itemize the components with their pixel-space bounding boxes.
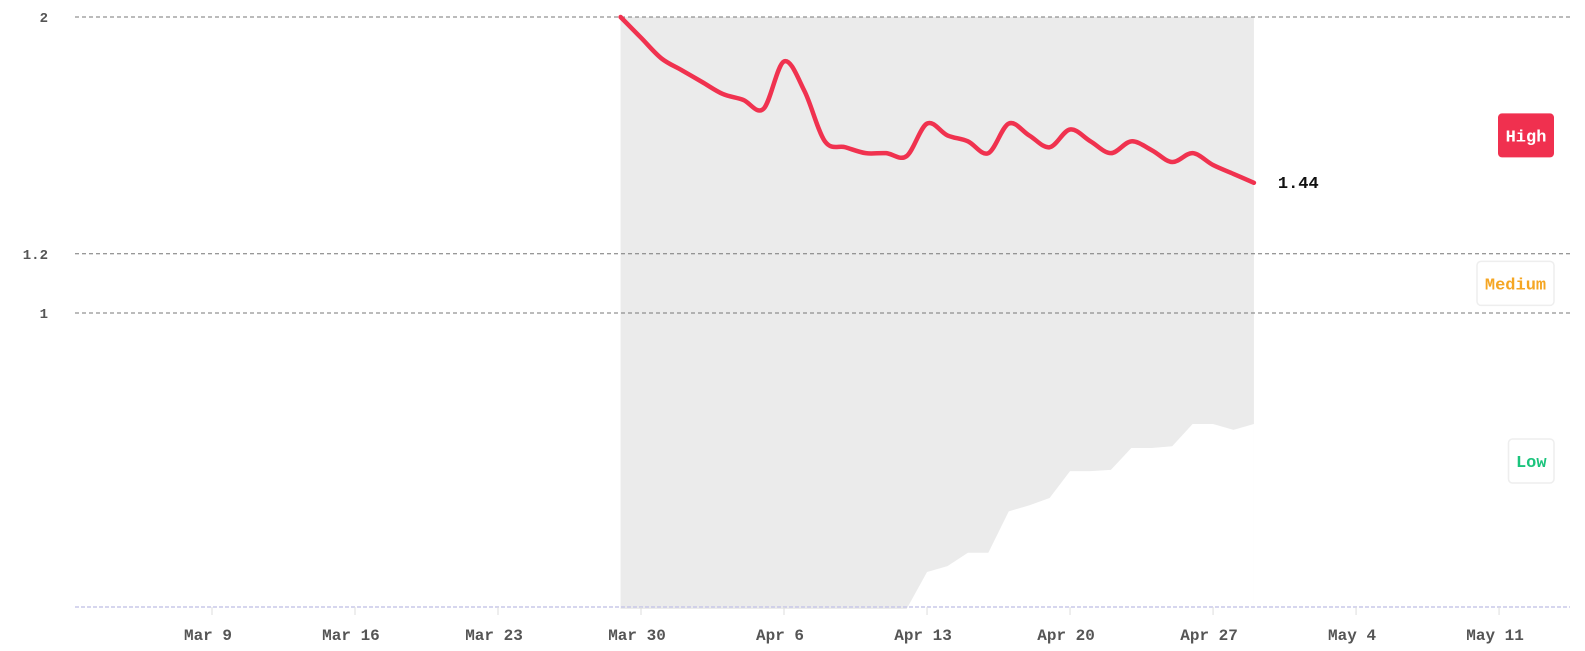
zone-badge: Low (1507, 438, 1555, 484)
zone-badge-bg (1476, 260, 1555, 307)
y-tick-label: 2 (40, 11, 48, 27)
zone-badge: Medium (1476, 260, 1555, 307)
x-tick-label: Apr 13 (894, 627, 952, 645)
line (618, 14, 1257, 186)
x-tick-label: Mar 23 (465, 627, 523, 645)
zone-badge-bg (1507, 438, 1555, 484)
zone-label: Medium (1485, 276, 1546, 295)
x-tick-label: Apr 20 (1037, 627, 1095, 645)
x-tick-label: Mar 16 (322, 627, 380, 645)
zone-badge-bg (1498, 113, 1554, 158)
zone-label: High (1506, 128, 1547, 147)
y-tick-label: 1 (40, 307, 48, 323)
x-tick-label: Apr 6 (756, 627, 804, 645)
zone-badge: High (1498, 113, 1554, 158)
x-tick-label: Mar 9 (184, 627, 232, 645)
x-tick-label: Apr 27 (1180, 627, 1238, 645)
x-tick-label: Mar 30 (608, 627, 666, 645)
value-label: 1.44 (1278, 175, 1319, 194)
x-tick-label: May 4 (1328, 627, 1376, 645)
lower-area (906, 424, 1254, 609)
y-tick-label: 1.2 (23, 248, 48, 264)
x-tick-label: May 11 (1466, 627, 1524, 645)
zone-label: Low (1516, 454, 1547, 473)
